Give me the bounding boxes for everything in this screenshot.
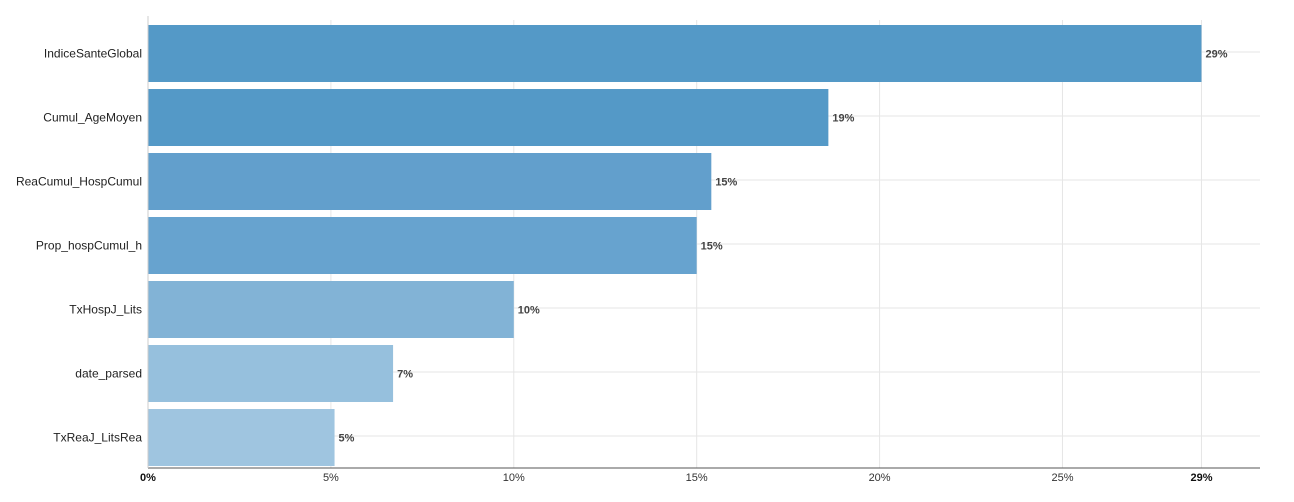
- x-tick-label: 25%: [1051, 472, 1073, 484]
- x-tick-label: 5%: [323, 472, 339, 484]
- x-tick-label: 15%: [686, 472, 708, 484]
- bar[interactable]: [148, 217, 697, 274]
- category-label: ReaCumul_HospCumul: [16, 175, 142, 189]
- category-label: IndiceSanteGlobal: [44, 47, 142, 61]
- bar[interactable]: [148, 345, 394, 402]
- bar-value-label: 15%: [701, 241, 723, 253]
- x-axis: 0% 5% 10% 15% 20% 25% 29%: [140, 16, 1260, 484]
- bar[interactable]: [148, 89, 829, 146]
- bar-value-label: 10%: [518, 305, 540, 317]
- category-label: Cumul_AgeMoyen: [43, 111, 142, 125]
- x-tick-label: 10%: [503, 472, 525, 484]
- category-label: TxHospJ_Lits: [69, 303, 142, 317]
- x-tick-label: 29%: [1190, 472, 1212, 484]
- bar-value-label: 15%: [715, 177, 737, 189]
- x-tick-label: 20%: [869, 472, 891, 484]
- bars: 29% 19% 15% 15% 10% 7% 5%: [148, 25, 1228, 466]
- x-tick-label: 0%: [140, 472, 156, 484]
- bar-value-label: 5%: [339, 433, 355, 445]
- bar[interactable]: [148, 25, 1202, 82]
- bar[interactable]: [148, 281, 514, 338]
- category-label: TxReaJ_LitsRea: [53, 431, 142, 445]
- bar[interactable]: [148, 153, 712, 210]
- bar-value-label: 19%: [832, 113, 854, 125]
- bar[interactable]: [148, 409, 335, 466]
- bar-value-label: 29%: [1205, 49, 1227, 61]
- bar-value-label: 7%: [397, 369, 413, 381]
- category-labels: IndiceSanteGlobal Cumul_AgeMoyen ReaCumul_…: [16, 47, 142, 445]
- category-label: date_parsed: [75, 367, 142, 381]
- category-label: Prop_hospCumul_h: [36, 239, 142, 253]
